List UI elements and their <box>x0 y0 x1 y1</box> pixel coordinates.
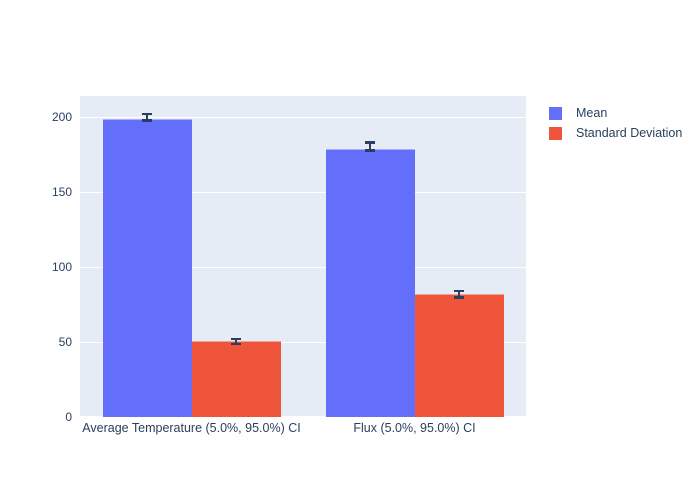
mean-bar-0[interactable] <box>102 118 192 417</box>
gridline-100 <box>80 266 526 268</box>
plot-area <box>80 96 526 417</box>
legend-item-standard-deviation[interactable]: Standard Deviation <box>549 123 682 143</box>
y-tick-label: 0 <box>65 409 72 424</box>
x-tick-label-average-temperature-: Average Temperature (5.0%, 95.0%) CI <box>82 421 301 435</box>
x-tick-label-flux-5-0-95-0-ci: Flux (5.0%, 95.0%) CI <box>353 421 476 435</box>
error-bar-segment <box>146 112 148 122</box>
y-tick-label: 150 <box>51 184 72 199</box>
standard-deviation-error-bar-0 <box>231 337 241 345</box>
legend-label: Mean <box>576 106 608 120</box>
legend-label: Standard Deviation <box>576 126 683 140</box>
legend-swatch-mean <box>549 106 562 120</box>
standard-deviation-error-bar-1 <box>454 289 464 299</box>
legend-item-mean[interactable]: Mean <box>549 103 682 123</box>
y-tick-label: 50 <box>58 334 72 349</box>
mean-bar-1[interactable] <box>325 148 415 417</box>
error-bar-segment <box>369 141 371 152</box>
mean-error-bar-1 <box>365 141 375 152</box>
y-tick-label: 100 <box>51 259 72 274</box>
gridline-200 <box>80 116 526 118</box>
gridline-0 <box>80 416 526 417</box>
error-bar-segment <box>458 289 460 299</box>
standard-deviation-bar-1[interactable] <box>414 294 504 417</box>
y-tick-label: 200 <box>51 109 72 124</box>
legend-swatch-standard-deviation <box>549 126 562 140</box>
gridline-150 <box>80 191 526 193</box>
standard-deviation-bar-0[interactable] <box>191 340 281 417</box>
mean-error-bar-0 <box>142 112 152 122</box>
legend: Mean Standard Deviation <box>549 103 682 143</box>
gridline-50 <box>80 341 526 343</box>
error-bar-segment <box>235 337 237 345</box>
